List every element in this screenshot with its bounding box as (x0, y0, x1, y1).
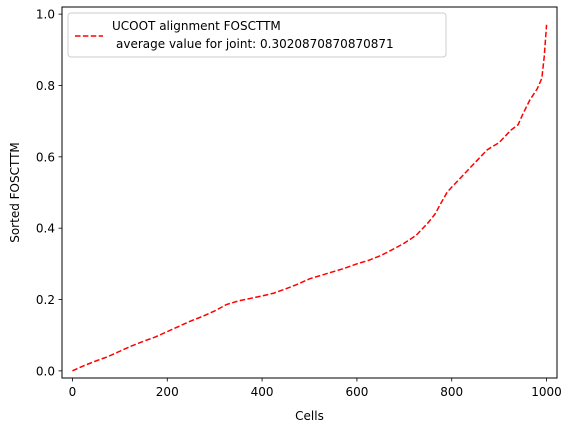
legend-label-line-2: average value for joint: 0.3020870870870… (116, 37, 394, 51)
x-tick-label: 800 (440, 385, 463, 399)
y-axis: 0.0 0.2 0.4 0.6 0.8 1.0 (36, 8, 62, 378)
y-tick-label: 0.8 (36, 79, 55, 93)
legend-box (67, 12, 447, 58)
x-tick-label: 0 (69, 385, 77, 399)
x-tick-label: 200 (156, 385, 179, 399)
y-tick-label: 0.2 (36, 293, 55, 307)
x-tick-label: 400 (251, 385, 274, 399)
y-tick-label: 0.4 (36, 222, 55, 236)
y-tick-label: 0.0 (36, 364, 55, 378)
y-tick-label: 1.0 (36, 8, 55, 22)
x-tick-label: 1000 (531, 385, 562, 399)
y-tick-label: 0.6 (36, 150, 55, 164)
x-tick-label: 600 (345, 385, 368, 399)
legend: UCOOT alignment FOSCTTM average value fo… (67, 12, 447, 58)
legend-label-line-1: UCOOT alignment FOSCTTM (112, 19, 281, 33)
plot-frame (61, 6, 558, 379)
y-axis-label: Sorted FOSCTTM (8, 142, 22, 243)
x-axis: 0 200 400 600 800 1000 (69, 378, 562, 399)
series-line (72, 24, 548, 372)
plot-area (61, 6, 558, 379)
series-layer (72, 24, 548, 372)
x-axis-label: Cells (295, 409, 324, 423)
